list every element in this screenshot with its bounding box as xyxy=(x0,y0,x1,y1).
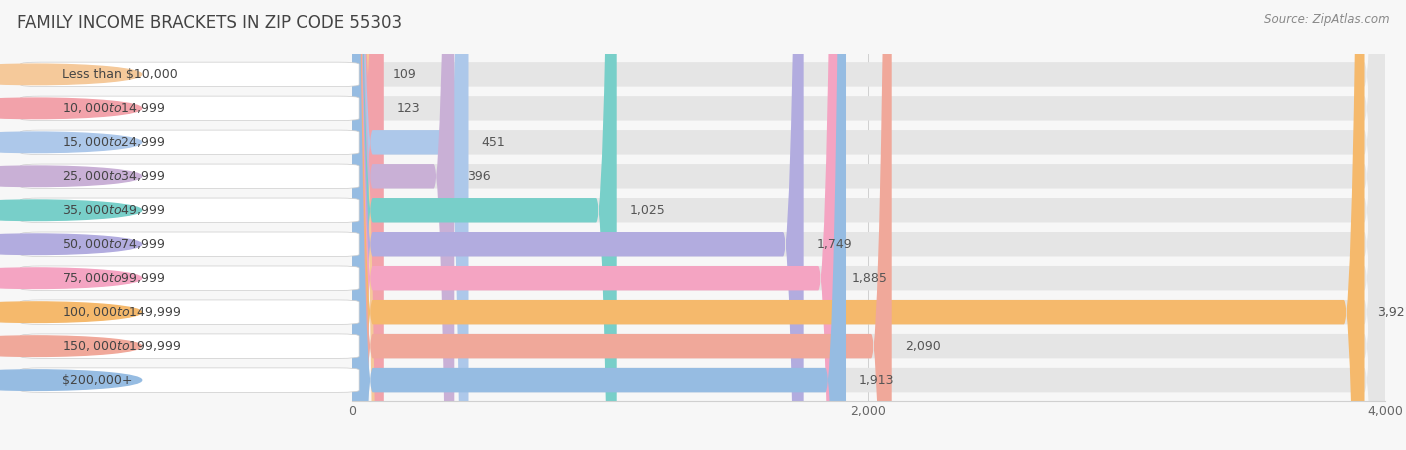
FancyBboxPatch shape xyxy=(352,0,1385,450)
FancyBboxPatch shape xyxy=(352,0,617,450)
Text: 1,749: 1,749 xyxy=(817,238,852,251)
FancyBboxPatch shape xyxy=(352,0,1385,450)
Circle shape xyxy=(0,268,142,288)
FancyBboxPatch shape xyxy=(352,0,454,450)
FancyBboxPatch shape xyxy=(20,62,359,86)
Circle shape xyxy=(0,336,142,356)
FancyBboxPatch shape xyxy=(352,0,1385,450)
FancyBboxPatch shape xyxy=(352,0,1385,450)
FancyBboxPatch shape xyxy=(352,0,1385,450)
Text: 1,885: 1,885 xyxy=(852,272,887,285)
Text: $100,000 to $149,999: $100,000 to $149,999 xyxy=(62,305,181,319)
FancyBboxPatch shape xyxy=(352,0,380,450)
Text: $25,000 to $34,999: $25,000 to $34,999 xyxy=(62,169,166,183)
FancyBboxPatch shape xyxy=(352,0,1385,450)
Text: 396: 396 xyxy=(467,170,491,183)
FancyBboxPatch shape xyxy=(352,0,1385,450)
Circle shape xyxy=(0,302,142,323)
FancyBboxPatch shape xyxy=(20,300,359,324)
FancyBboxPatch shape xyxy=(352,0,804,450)
Text: Source: ZipAtlas.com: Source: ZipAtlas.com xyxy=(1264,14,1389,27)
Text: $35,000 to $49,999: $35,000 to $49,999 xyxy=(62,203,166,217)
FancyBboxPatch shape xyxy=(20,164,359,189)
Text: 1,913: 1,913 xyxy=(859,374,894,387)
FancyBboxPatch shape xyxy=(352,0,1385,450)
FancyBboxPatch shape xyxy=(20,266,359,290)
FancyBboxPatch shape xyxy=(20,334,359,358)
FancyBboxPatch shape xyxy=(352,0,468,450)
Text: 2,090: 2,090 xyxy=(904,340,941,353)
Text: Less than $10,000: Less than $10,000 xyxy=(62,68,179,81)
Text: 3,921: 3,921 xyxy=(1378,306,1406,319)
Text: 123: 123 xyxy=(396,102,420,115)
Text: $75,000 to $99,999: $75,000 to $99,999 xyxy=(62,271,166,285)
FancyBboxPatch shape xyxy=(20,130,359,154)
Text: 1,025: 1,025 xyxy=(630,204,665,217)
FancyBboxPatch shape xyxy=(352,0,846,450)
FancyBboxPatch shape xyxy=(20,198,359,222)
FancyBboxPatch shape xyxy=(352,0,891,450)
Circle shape xyxy=(0,234,142,255)
Text: $50,000 to $74,999: $50,000 to $74,999 xyxy=(62,237,166,251)
FancyBboxPatch shape xyxy=(20,368,359,392)
Circle shape xyxy=(0,98,142,119)
Text: 109: 109 xyxy=(394,68,416,81)
Text: $10,000 to $14,999: $10,000 to $14,999 xyxy=(62,101,166,115)
FancyBboxPatch shape xyxy=(20,96,359,121)
Text: FAMILY INCOME BRACKETS IN ZIP CODE 55303: FAMILY INCOME BRACKETS IN ZIP CODE 55303 xyxy=(17,14,402,32)
Text: $15,000 to $24,999: $15,000 to $24,999 xyxy=(62,135,166,149)
FancyBboxPatch shape xyxy=(352,0,1364,450)
Circle shape xyxy=(0,200,142,220)
Text: $150,000 to $199,999: $150,000 to $199,999 xyxy=(62,339,181,353)
FancyBboxPatch shape xyxy=(352,0,1385,450)
Circle shape xyxy=(0,370,142,391)
FancyBboxPatch shape xyxy=(352,0,384,450)
Circle shape xyxy=(0,132,142,153)
Circle shape xyxy=(0,64,142,85)
Text: $200,000+: $200,000+ xyxy=(62,374,132,387)
FancyBboxPatch shape xyxy=(352,0,1385,450)
Text: 451: 451 xyxy=(481,136,505,149)
Circle shape xyxy=(0,166,142,187)
FancyBboxPatch shape xyxy=(352,0,839,450)
FancyBboxPatch shape xyxy=(20,232,359,256)
